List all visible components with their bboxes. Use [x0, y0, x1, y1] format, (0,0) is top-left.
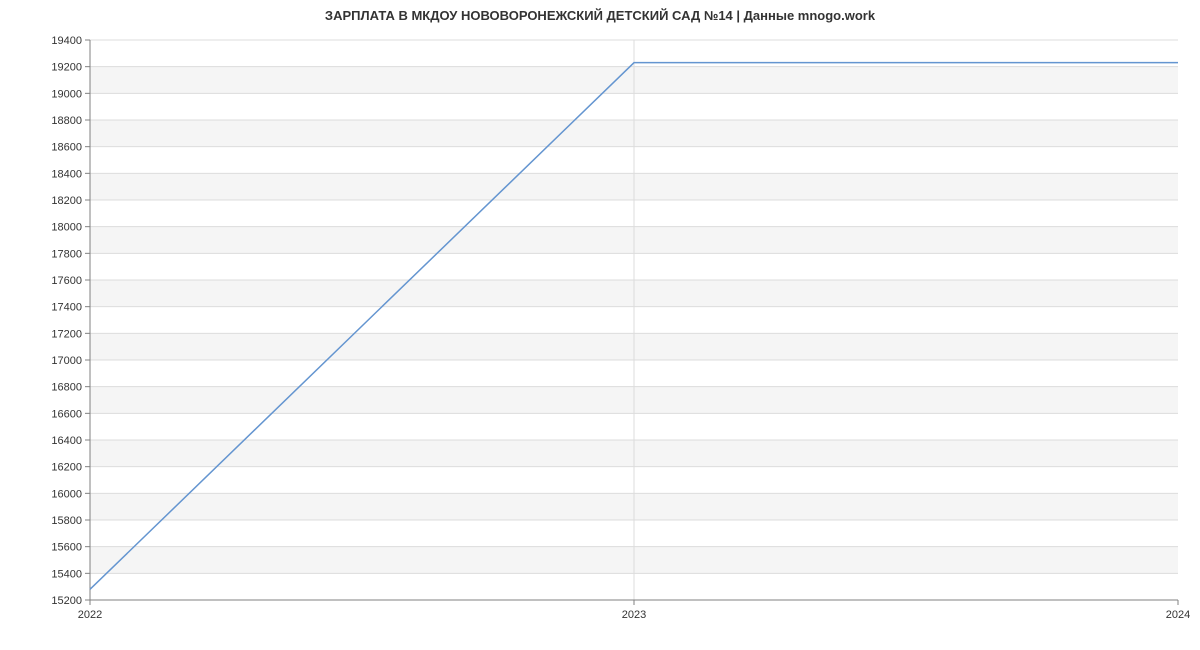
y-tick-label: 19200	[51, 62, 82, 74]
y-tick-label: 15800	[51, 515, 82, 527]
y-tick-label: 18800	[51, 115, 82, 127]
y-tick-label: 18000	[51, 222, 82, 234]
x-tick-label: 2023	[622, 609, 646, 621]
y-tick-label: 17400	[51, 302, 82, 314]
x-tick-label: 2022	[78, 609, 102, 621]
y-tick-label: 19400	[51, 35, 82, 47]
y-tick-label: 16000	[51, 488, 82, 500]
salary-line-chart: ЗАРПЛАТА В МКДОУ НОВОВОРОНЕЖСКИЙ ДЕТСКИЙ…	[0, 0, 1200, 650]
y-tick-label: 16800	[51, 382, 82, 394]
y-tick-label: 17800	[51, 248, 82, 260]
y-tick-label: 15600	[51, 542, 82, 554]
chart-title: ЗАРПЛАТА В МКДОУ НОВОВОРОНЕЖСКИЙ ДЕТСКИЙ…	[0, 8, 1200, 23]
y-tick-label: 18200	[51, 195, 82, 207]
y-tick-label: 16400	[51, 435, 82, 447]
y-tick-label: 15200	[51, 595, 82, 607]
y-tick-label: 17200	[51, 328, 82, 340]
x-tick-label: 2024	[1166, 609, 1190, 621]
y-tick-label: 19000	[51, 88, 82, 100]
chart-svg: 15200 15400 15600 15800 16000 16200 16400 16600…	[0, 0, 1200, 650]
y-tick-label: 16600	[51, 408, 82, 420]
y-tick-label: 17600	[51, 275, 82, 287]
y-tick-label: 18400	[51, 168, 82, 180]
y-tick-label: 18600	[51, 142, 82, 154]
y-tick-label: 16200	[51, 462, 82, 474]
y-tick-label: 17000	[51, 355, 82, 367]
y-tick-label: 15400	[51, 568, 82, 580]
